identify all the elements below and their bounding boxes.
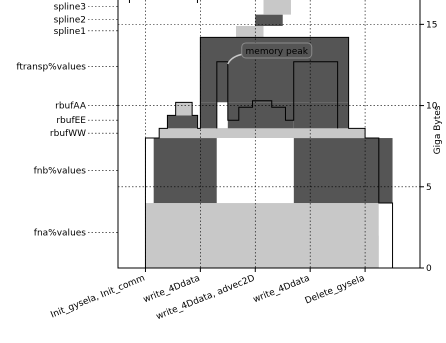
layer-labels: fna%values fnb%values rbufWW rbufEE rbufAA ft…	[16, 2, 118, 238]
area-fnb-values-3	[293, 138, 379, 204]
annotation-text: memory peak	[246, 47, 309, 57]
y-tick-label-2: 10	[426, 102, 438, 112]
y-tick-label-1: 5	[426, 183, 432, 193]
envelope-outline	[144, 36, 394, 268]
area-ftransp-values-10	[293, 102, 349, 129]
layer-label-fnb-values: fnb%values	[34, 167, 87, 177]
free-region-0	[216, 138, 294, 204]
area-rbufww-5	[159, 128, 366, 139]
area-fnb-values-2	[153, 138, 217, 204]
y-tick-label-0: 0	[426, 264, 432, 274]
area-spline1-12	[236, 25, 264, 38]
area-fna-values-0	[145, 235, 393, 268]
free-region-1	[378, 203, 393, 268]
free-region-2	[216, 102, 228, 129]
y-axis-label: Giga Bytes	[433, 105, 443, 154]
annotation-memory-peak: memory peak	[227, 42, 313, 65]
layer-label-rbufww: rbufWW	[50, 129, 86, 139]
layer-label-spline3: spline3	[54, 2, 86, 12]
layer-label-fna-values: fna%values	[34, 228, 87, 238]
y-tick-label-3: 15	[426, 20, 437, 30]
memory-layers	[145, 0, 393, 268]
area-spline2-13	[255, 14, 283, 26]
memory-envelope-line	[144, 36, 394, 268]
layer-label-ftransp-values: ftransp%values	[16, 63, 86, 73]
area-ftransp-values-9	[200, 102, 217, 129]
right-y-axis: 0 5 10 15	[420, 20, 438, 274]
layer-label-spline2: spline2	[54, 15, 86, 25]
inner-outline-line	[216, 61, 339, 129]
area-rbufaa-7	[175, 102, 193, 116]
area-fnb-values-4	[378, 138, 393, 204]
axes-frame	[117, 0, 421, 269]
annotation-box	[241, 42, 313, 59]
layer-label-rbufaa: rbufAA	[55, 102, 87, 112]
area-rbufee-6	[167, 115, 198, 129]
layer-label-rbufee: rbufEE	[56, 116, 86, 126]
layer-label-spline1: spline1	[54, 27, 86, 37]
area-spline3-14	[263, 0, 291, 15]
area-fna-values-1	[145, 203, 379, 236]
